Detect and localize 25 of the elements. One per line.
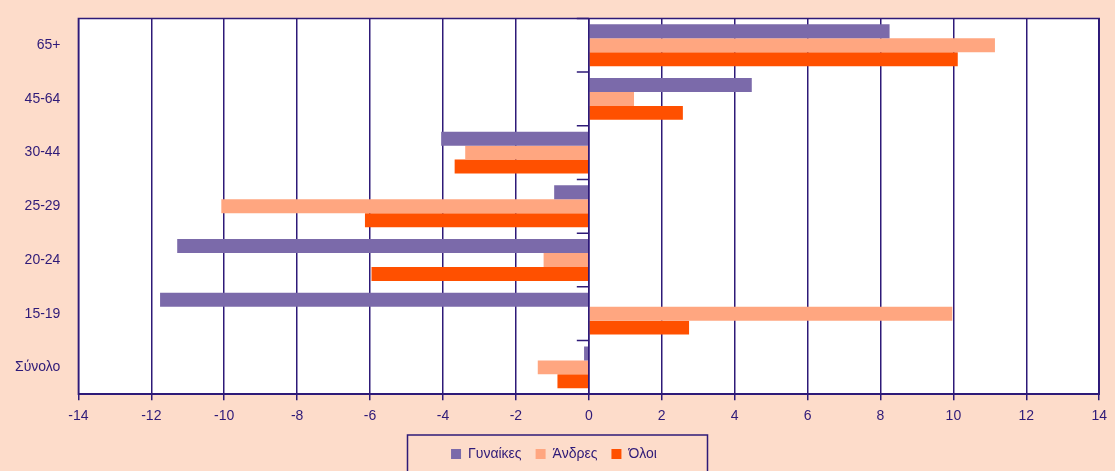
x-tick-label: -12 bbox=[141, 407, 162, 424]
x-tick-label: -6 bbox=[363, 407, 377, 424]
y-tick-label: 65+ bbox=[36, 36, 61, 53]
x-tick-label: 2 bbox=[657, 407, 666, 424]
y-tick-label: 45-64 bbox=[24, 89, 61, 106]
x-tick-label: -4 bbox=[436, 407, 450, 424]
legend-label: Άνδρες bbox=[552, 444, 598, 461]
x-tick-label: -10 bbox=[214, 407, 235, 424]
x-tick-label: -14 bbox=[68, 407, 89, 424]
x-tick-label: -8 bbox=[290, 407, 304, 424]
x-tick-label: 0 bbox=[584, 407, 593, 424]
x-tick-label: 8 bbox=[876, 407, 885, 424]
x-tick-label: 10 bbox=[945, 407, 962, 424]
y-tick-label: Σύνολο bbox=[15, 358, 61, 375]
y-tick-label: 30-44 bbox=[24, 143, 61, 160]
legend-label: Γυναίκες bbox=[468, 444, 522, 461]
x-tick-label: -2 bbox=[509, 407, 523, 424]
x-tick-label: 6 bbox=[803, 407, 812, 424]
legend-label: Όλοι bbox=[627, 444, 657, 461]
y-tick-label: 20-24 bbox=[24, 250, 61, 267]
y-tick-label: 25-29 bbox=[24, 197, 61, 214]
x-tick-label: 12 bbox=[1018, 407, 1035, 424]
x-tick-label: 14 bbox=[1091, 407, 1108, 424]
y-tick-label: 15-19 bbox=[24, 304, 61, 321]
x-tick-label: 4 bbox=[730, 407, 739, 424]
